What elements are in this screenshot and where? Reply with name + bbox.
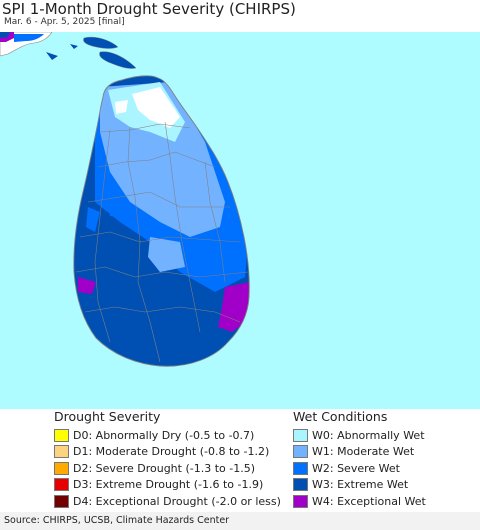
india-extreme-wet-patch [0,32,10,38]
jaffna-peninsula [83,36,119,49]
map-area[interactable] [0,32,480,409]
northern-islet [99,51,137,69]
legend-swatch-w4 [293,494,308,508]
legend-item-d4: D4: Exceptional Drought (-2.0 or less) [54,493,281,510]
legend-item-d0: D0: Abnormally Dry (-0.5 to -0.7) [54,427,281,444]
legend-item-d2: D2: Severe Drought (-1.3 to -1.5) [54,460,281,477]
legend-label-d4: D4: Exceptional Drought (-2.0 or less) [73,494,281,508]
legend-label-d2: D2: Severe Drought (-1.3 to -1.5) [73,461,256,475]
legend-label-w3: W3: Extreme Wet [312,478,409,492]
legend-swatch-w1 [293,445,308,459]
legend-swatch-d2 [54,461,69,475]
legend-swatch-d1 [54,445,69,459]
wet-legend: Wet Conditions W0: Abnormally Wet W1: Mo… [293,409,426,510]
legend: Drought Severity D0: Abnormally Dry (-0.… [0,409,480,512]
island-outline [73,75,250,367]
legend-label-d0: D0: Abnormally Dry (-0.5 to -0.7) [73,428,255,442]
delft-island [70,44,78,49]
legend-label-w2: W2: Severe Wet [312,461,400,475]
legend-swatch-d3 [54,478,69,492]
map-title: SPI 1-Month Drought Severity (CHIRPS) [2,0,296,18]
legend-label-d1: D1: Moderate Drought (-0.8 to -1.2) [73,445,270,459]
india-severe-wet-patch [14,34,44,42]
legend-label-w4: W4: Exceptional Wet [312,494,426,508]
legend-item-w3: W3: Extreme Wet [293,477,426,494]
legend-item-d1: D1: Moderate Drought (-0.8 to -1.2) [54,444,281,461]
legend-swatch-w0 [293,428,308,442]
drought-legend-heading: Drought Severity [54,409,161,424]
legend-label-w0: W0: Abnormally Wet [312,428,425,442]
legend-swatch-w2 [293,461,308,475]
map-header: SPI 1-Month Drought Severity (CHIRPS) Ma… [0,0,480,32]
legend-item-d3: D3: Extreme Drought (-1.6 to -1.9) [54,477,281,494]
western-islet [46,52,58,60]
source-credit: Source: CHIRPS, UCSB, Climate Hazards Ce… [4,515,230,526]
legend-item-w2: W2: Severe Wet [293,460,426,477]
district-boundaries [75,121,249,363]
legend-swatch-d0 [54,428,69,442]
map-date-range: Mar. 6 - Apr. 5, 2025 [final] [4,17,125,27]
sri-lanka-map [0,32,480,409]
legend-item-w0: W0: Abnormally Wet [293,427,426,444]
legend-label-w1: W1: Moderate Wet [312,445,415,459]
legend-item-w1: W1: Moderate Wet [293,444,426,461]
wet-legend-heading: Wet Conditions [293,409,388,424]
footer: Source: CHIRPS, UCSB, Climate Hazards Ce… [0,512,480,530]
legend-swatch-d4 [54,494,69,508]
legend-swatch-w3 [293,478,308,492]
legend-label-d3: D3: Extreme Drought (-1.6 to -1.9) [73,478,264,492]
drought-legend: Drought Severity D0: Abnormally Dry (-0.… [54,409,281,510]
legend-item-w4: W4: Exceptional Wet [293,493,426,510]
